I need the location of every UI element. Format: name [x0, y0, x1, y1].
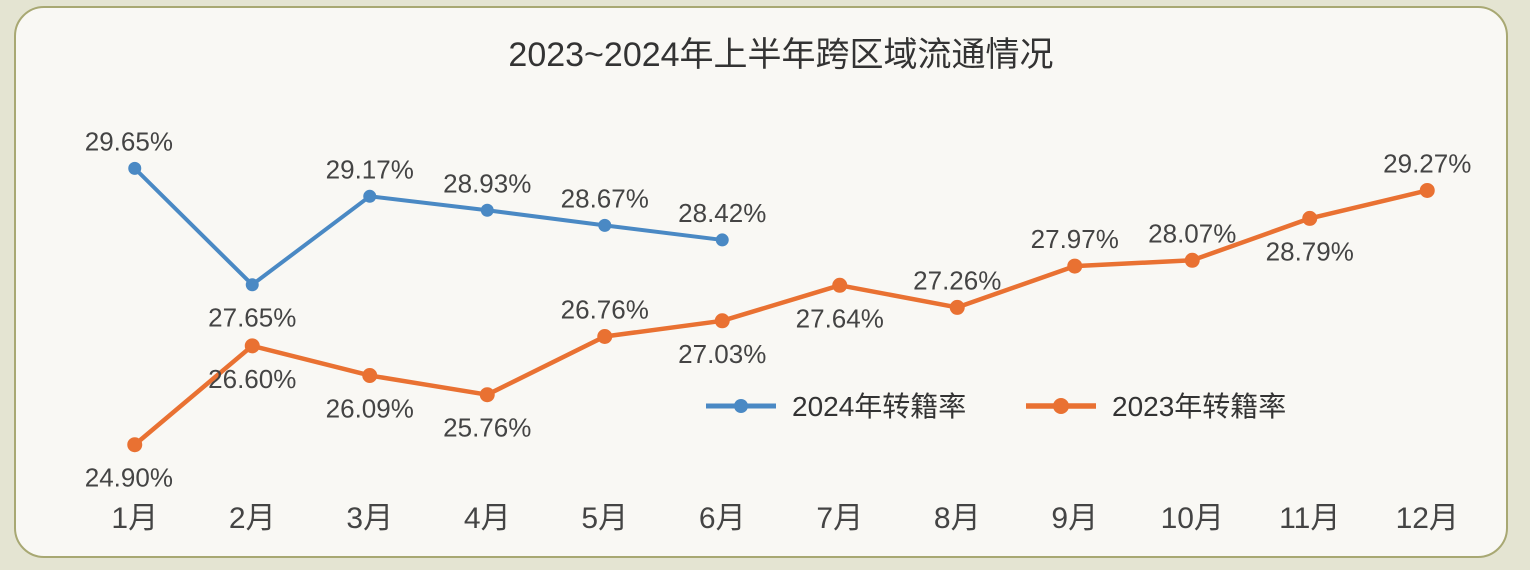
- x-axis-label: 11月: [1279, 502, 1340, 535]
- value-label: 28.07%: [1148, 218, 1236, 248]
- chart-panel: 2023~2024年上半年跨区域流通情况 1月 2月 3月 4月 5月 6月 7月 8月 9月 10…: [14, 6, 1508, 558]
- value-label: 28.93%: [443, 168, 531, 198]
- series-marker: [363, 368, 377, 382]
- legend-swatch-marker: [734, 399, 748, 413]
- series-marker: [128, 438, 142, 452]
- chart-title: 2023~2024年上半年跨区域流通情况: [508, 36, 1053, 74]
- series-marker: [245, 339, 259, 353]
- value-label: 26.09%: [326, 393, 414, 423]
- value-label: 25.76%: [443, 413, 531, 443]
- x-axis-label: 5月: [581, 502, 628, 535]
- chart-svg: 2023~2024年上半年跨区域流通情况 1月 2月 3月 4月 5月 6月 7月 8月 9月 10…: [16, 8, 1530, 578]
- series-marker: [364, 190, 376, 202]
- value-label: 28.67%: [561, 183, 649, 213]
- value-label: 28.79%: [1266, 236, 1354, 266]
- chart-outer: 2023~2024年上半年跨区域流通情况 1月 2月 3月 4月 5月 6月 7月 8月 9月 10…: [0, 0, 1530, 570]
- series-marker: [481, 204, 493, 216]
- series-marker: [598, 330, 612, 344]
- x-axis-label: 7月: [816, 502, 863, 535]
- series-marker: [1303, 211, 1317, 225]
- legend-label: 2024年转籍率: [792, 391, 966, 422]
- value-label: 27.97%: [1031, 224, 1119, 254]
- x-axis-label: 1月: [111, 502, 158, 535]
- series-marker: [716, 234, 728, 246]
- value-label: 29.17%: [326, 154, 414, 184]
- value-label: 27.65%: [208, 303, 296, 333]
- legend-label: 2023年转籍率: [1112, 391, 1286, 422]
- x-axis-label: 10月: [1161, 502, 1224, 535]
- value-label: 24.90%: [85, 463, 173, 493]
- value-label: 29.65%: [85, 126, 173, 156]
- series-marker: [715, 314, 729, 328]
- x-axis-label: 3月: [346, 502, 393, 535]
- series-marker: [1185, 253, 1199, 267]
- value-label: 26.76%: [561, 295, 649, 325]
- series-marker: [1420, 183, 1434, 197]
- x-axis-label: 6月: [699, 502, 746, 535]
- series-marker: [950, 300, 964, 314]
- value-label: 29.27%: [1383, 148, 1471, 178]
- x-axis-label: 9月: [1051, 502, 1098, 535]
- value-label: 27.64%: [796, 303, 884, 333]
- series-marker: [480, 388, 494, 402]
- value-label: 28.42%: [678, 198, 766, 228]
- series-marker: [129, 162, 141, 174]
- value-label: 27.03%: [678, 339, 766, 369]
- legend-swatch-marker: [1053, 398, 1069, 414]
- value-label: 27.26%: [913, 265, 1001, 295]
- x-axis-label: 2月: [229, 502, 276, 535]
- value-label: 26.60%: [208, 364, 296, 394]
- x-axis-label: 12月: [1396, 502, 1459, 535]
- x-axis-label: 8月: [934, 502, 981, 535]
- series-marker: [1068, 259, 1082, 273]
- series-marker: [599, 219, 611, 231]
- series-marker: [833, 278, 847, 292]
- x-axis-label: 4月: [464, 502, 511, 535]
- series-marker: [246, 279, 258, 291]
